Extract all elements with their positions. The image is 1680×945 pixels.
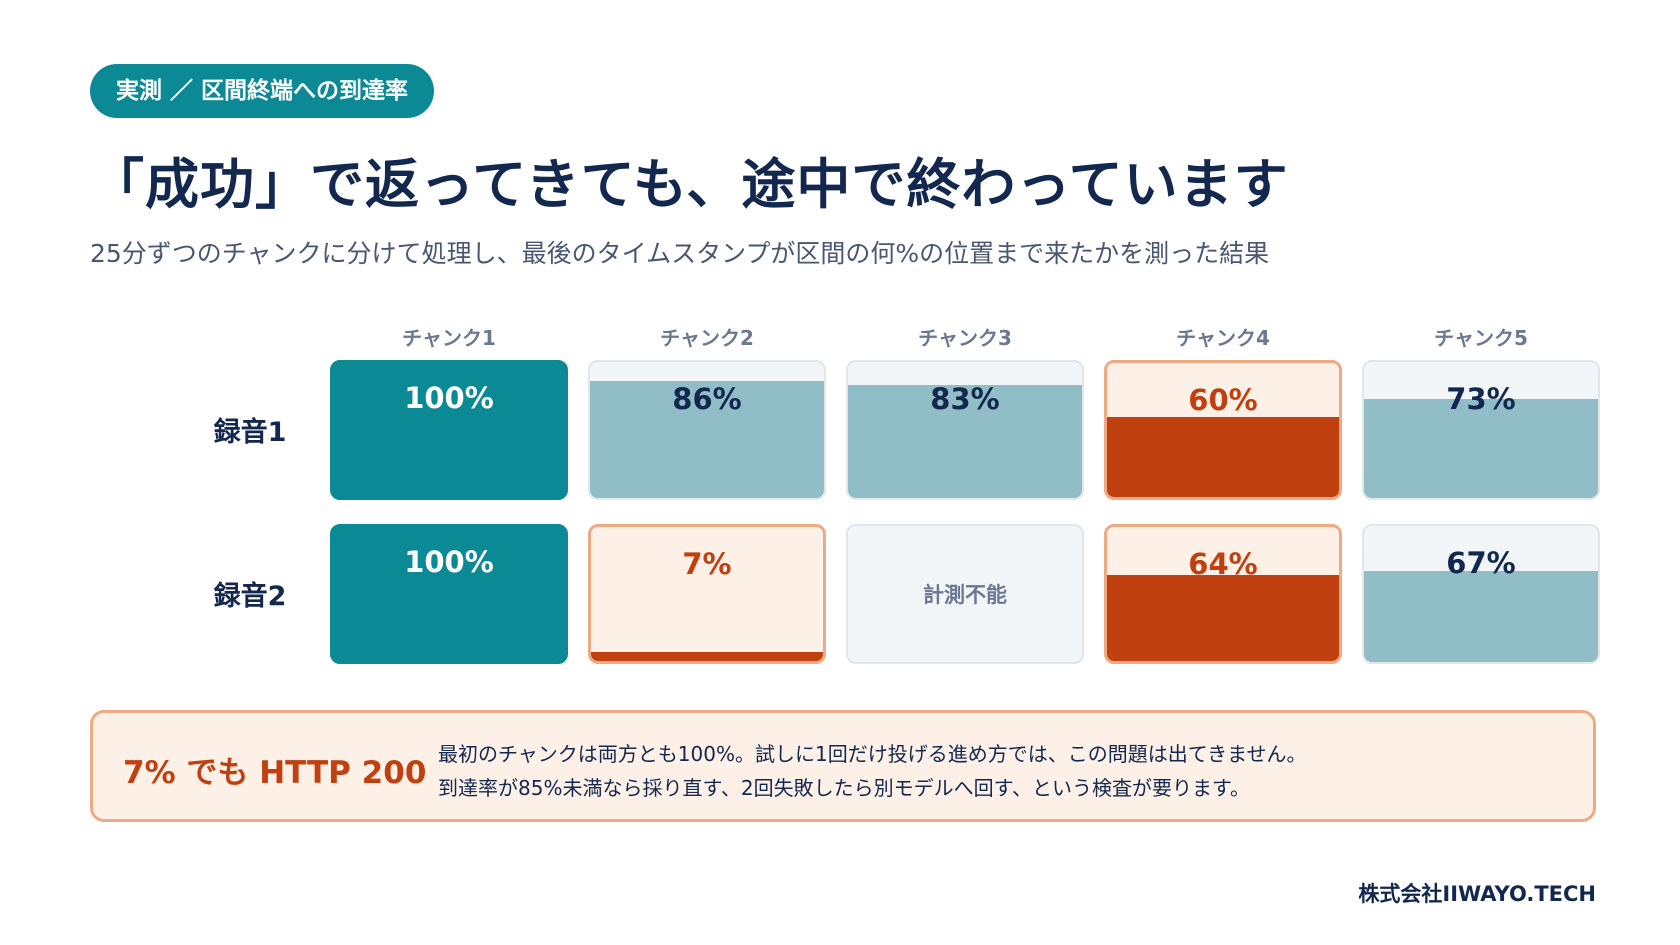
row-label: 録音1 — [213, 417, 287, 448]
page-title: 「成功」で返ってきても、途中で終わっています — [90, 153, 1289, 216]
cell-na-label: 計測不能 — [923, 583, 1007, 607]
company-footer: 株式会社IIWAYO.TECH — [1358, 882, 1596, 906]
section-badge: 実測 ／ 区間終端への到達率 — [90, 64, 435, 118]
page-subtitle: 25分ずつのチャンクに分けて処理し、最後のタイムスタンプが区間の何%の位置まで来… — [90, 239, 1270, 268]
cell-value: 73% — [1446, 382, 1516, 416]
matrix-cell: 64% — [1104, 524, 1342, 664]
cell-value: 86% — [672, 382, 742, 416]
matrix-cell: 67% — [1362, 524, 1600, 664]
cell-fill-bar — [1107, 416, 1339, 497]
matrix-cell: 100% — [330, 360, 568, 500]
cell-fill-bar — [1107, 575, 1339, 661]
matrix-cell: 100% — [330, 524, 568, 664]
cell-fill-bar — [1364, 570, 1598, 662]
matrix-cell: 73% — [1362, 360, 1600, 500]
cell-value: 64% — [1188, 547, 1258, 581]
column-label: チャンク3 — [918, 326, 1012, 350]
column-label: チャンク1 — [402, 326, 496, 350]
cell-fill-bar — [590, 381, 824, 498]
cell-fill-bar — [591, 651, 823, 661]
matrix-cell: 計測不能 — [846, 524, 1084, 664]
cell-value: 100% — [404, 545, 494, 579]
matrix-cell: 86% — [588, 360, 826, 500]
cell-fill-bar — [848, 385, 1082, 498]
cell-value: 60% — [1188, 383, 1258, 417]
matrix-cell: 83% — [846, 360, 1084, 500]
callout-line: 到達率が85%未満なら採り直す、2回失敗したら別モデルへ回す、という検査が要りま… — [438, 776, 1250, 800]
callout-heading: 7% でも HTTP 200 — [123, 755, 427, 791]
reach-rate-matrix: チャンク1 チャンク2 チャンク3 チャンク4 チャンク5 録音1 100% 86% 83% 60… — [0, 300, 1680, 680]
column-label: チャンク2 — [660, 326, 754, 350]
cell-value: 7% — [682, 547, 732, 581]
callout-line: 最初のチャンクは両方とも100%。試しに1回だけ投げる進め方では、この問題は出て… — [438, 742, 1307, 766]
callout-box: 7% でも HTTP 200 最初のチャンクは両方とも100%。試しに1回だけ投… — [90, 710, 1596, 822]
cell-value: 100% — [404, 381, 494, 415]
matrix-cell: 7% — [588, 524, 826, 664]
matrix-cell: 60% — [1104, 360, 1342, 500]
row-label: 録音2 — [213, 581, 287, 612]
cell-fill-bar — [1364, 398, 1598, 498]
column-label: チャンク4 — [1176, 326, 1270, 350]
column-label: チャンク5 — [1434, 326, 1528, 350]
cell-value: 83% — [930, 382, 1000, 416]
cell-value: 67% — [1446, 546, 1516, 580]
callout-body: 最初のチャンクは両方とも100%。試しに1回だけ投げる進め方では、この問題は出て… — [438, 737, 1307, 805]
